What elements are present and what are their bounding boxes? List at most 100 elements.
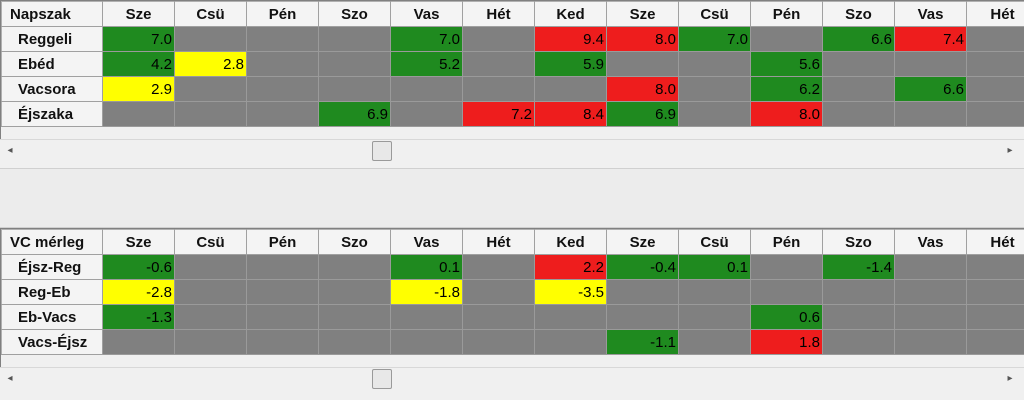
scrollbar-thumb[interactable] [372, 141, 392, 161]
column-header[interactable]: Vas [390, 1, 463, 27]
grid-cell[interactable] [246, 51, 319, 77]
grid-cell[interactable] [318, 304, 391, 330]
grid-cell[interactable] [966, 51, 1024, 77]
grid-cell[interactable] [174, 279, 247, 305]
grid-cell[interactable] [174, 76, 247, 102]
vc-horizontal-scrollbar[interactable]: ◂ ▸ [0, 367, 1024, 392]
chevron-right-icon[interactable]: ▸ [1007, 373, 1013, 384]
grid-cell[interactable] [318, 254, 391, 280]
grid-cell[interactable] [822, 329, 895, 355]
column-header[interactable]: Hét [462, 229, 535, 255]
meals-horizontal-scrollbar[interactable]: ◂ ▸ [0, 139, 1024, 164]
grid-cell[interactable] [966, 76, 1024, 102]
grid-cell[interactable] [102, 101, 175, 127]
column-header[interactable]: Pén [246, 229, 319, 255]
row-header[interactable]: Reggeli [1, 26, 103, 52]
row-header[interactable]: Eb-Vacs [1, 304, 103, 330]
grid-cell[interactable] [246, 304, 319, 330]
grid-cell[interactable]: 8.0 [750, 101, 823, 127]
grid-cell[interactable] [246, 101, 319, 127]
grid-cell[interactable] [246, 329, 319, 355]
grid-cell[interactable] [606, 279, 679, 305]
grid-cell[interactable]: 7.4 [894, 26, 967, 52]
grid-cell[interactable] [966, 26, 1024, 52]
column-header[interactable]: Szo [318, 1, 391, 27]
grid-cell[interactable] [174, 304, 247, 330]
grid-cell[interactable]: 7.0 [678, 26, 751, 52]
column-header[interactable]: Pén [246, 1, 319, 27]
chevron-left-icon[interactable]: ◂ [7, 145, 13, 156]
grid-cell[interactable]: 5.2 [390, 51, 463, 77]
grid-cell[interactable] [390, 101, 463, 127]
grid-cell[interactable]: 7.0 [102, 26, 175, 52]
grid-cell[interactable] [750, 254, 823, 280]
panel-splitter[interactable] [0, 168, 1024, 228]
grid-cell[interactable] [894, 304, 967, 330]
row-header[interactable]: Ebéd [1, 51, 103, 77]
column-header[interactable]: Sze [102, 1, 175, 27]
grid-cell[interactable]: -0.6 [102, 254, 175, 280]
grid-cell[interactable] [318, 329, 391, 355]
column-header[interactable]: Vas [390, 229, 463, 255]
grid-cell[interactable]: -1.8 [390, 279, 463, 305]
grid-cell[interactable]: 6.9 [606, 101, 679, 127]
grid-cell[interactable]: 9.4 [534, 26, 607, 52]
grid-cell[interactable] [966, 101, 1024, 127]
grid-cell[interactable]: -3.5 [534, 279, 607, 305]
grid-cell[interactable]: 0.6 [750, 304, 823, 330]
grid-cell[interactable] [678, 304, 751, 330]
grid-cell[interactable] [678, 101, 751, 127]
grid-cell[interactable]: -2.8 [102, 279, 175, 305]
grid-cell[interactable] [318, 76, 391, 102]
grid-cell[interactable] [246, 26, 319, 52]
grid-cell[interactable]: 4.2 [102, 51, 175, 77]
grid-cell[interactable] [678, 279, 751, 305]
grid-cell[interactable] [462, 304, 535, 330]
grid-cell[interactable] [462, 51, 535, 77]
grid-cell[interactable] [318, 26, 391, 52]
grid-cell[interactable]: 6.9 [318, 101, 391, 127]
grid-cell[interactable] [894, 254, 967, 280]
column-header[interactable]: Hét [966, 1, 1024, 27]
grid-cell[interactable] [390, 304, 463, 330]
grid-cell[interactable] [174, 26, 247, 52]
column-header[interactable]: Pén [750, 229, 823, 255]
grid-cell[interactable] [606, 51, 679, 77]
grid-cell[interactable] [246, 76, 319, 102]
column-header[interactable]: Sze [606, 229, 679, 255]
grid-cell[interactable] [462, 254, 535, 280]
grid-cell[interactable]: 8.0 [606, 26, 679, 52]
grid-cell[interactable] [174, 101, 247, 127]
column-header[interactable]: Szo [822, 1, 895, 27]
column-header[interactable]: Csü [174, 229, 247, 255]
grid-cell[interactable] [894, 51, 967, 77]
column-header[interactable]: Csü [174, 1, 247, 27]
row-header[interactable]: Reg-Eb [1, 279, 103, 305]
grid-cell[interactable]: -0.4 [606, 254, 679, 280]
chevron-right-icon[interactable]: ▸ [1007, 145, 1013, 156]
grid-cell[interactable]: 2.9 [102, 76, 175, 102]
grid-cell[interactable] [390, 76, 463, 102]
column-header[interactable]: Szo [318, 229, 391, 255]
row-header[interactable]: Éjszaka [1, 101, 103, 127]
column-header[interactable]: Sze [606, 1, 679, 27]
grid-cell[interactable] [966, 329, 1024, 355]
grid-cell[interactable] [534, 304, 607, 330]
grid-cell[interactable] [822, 279, 895, 305]
scrollbar-thumb[interactable] [372, 369, 392, 389]
grid-cell[interactable] [534, 329, 607, 355]
column-header[interactable]: Ked [534, 1, 607, 27]
grid-cell[interactable] [462, 329, 535, 355]
chevron-left-icon[interactable]: ◂ [7, 373, 13, 384]
grid-cell[interactable] [102, 329, 175, 355]
grid-cell[interactable]: -1.1 [606, 329, 679, 355]
grid-cell[interactable] [390, 329, 463, 355]
grid-cell[interactable] [246, 254, 319, 280]
column-header[interactable]: Vas [894, 229, 967, 255]
grid-cell[interactable] [462, 26, 535, 52]
column-header[interactable]: Szo [822, 229, 895, 255]
grid-cell[interactable] [894, 101, 967, 127]
grid-cell[interactable] [678, 51, 751, 77]
grid-cell[interactable]: 6.6 [894, 76, 967, 102]
column-header[interactable]: Hét [966, 229, 1024, 255]
